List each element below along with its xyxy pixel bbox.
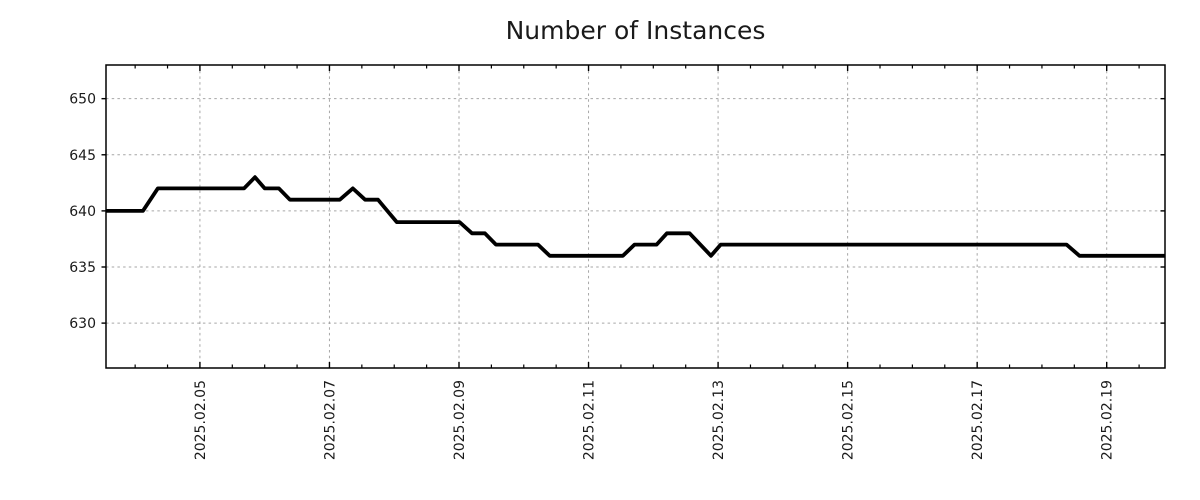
x-tick-label: 2025.02.09 xyxy=(452,380,468,460)
y-tick-label: 650 xyxy=(69,92,96,108)
x-tick-label: 2025.02.05 xyxy=(193,380,209,460)
x-tick-label: 2025.02.11 xyxy=(582,380,598,460)
plot-border xyxy=(105,64,1166,369)
data-line-number-of-instances xyxy=(106,175,1165,258)
x-tick-label: 2025.02.17 xyxy=(970,380,986,460)
y-tick-label: 640 xyxy=(69,204,96,220)
x-tick-label: 2025.02.15 xyxy=(841,380,857,460)
plot-area: 2025.02.05 2025.02.07 2025.02.09 2025.02.11… xyxy=(69,64,1166,460)
y-tick-label: 635 xyxy=(69,260,96,276)
y-tick-label: 645 xyxy=(69,148,96,164)
x-tick-label: 2025.02.07 xyxy=(322,380,338,460)
x-tick-label: 2025.02.19 xyxy=(1100,380,1116,460)
y-tick-label: 630 xyxy=(69,316,96,332)
chart-title: Number of Instances xyxy=(506,16,766,45)
x-tick-label: 2025.02.13 xyxy=(711,380,727,460)
